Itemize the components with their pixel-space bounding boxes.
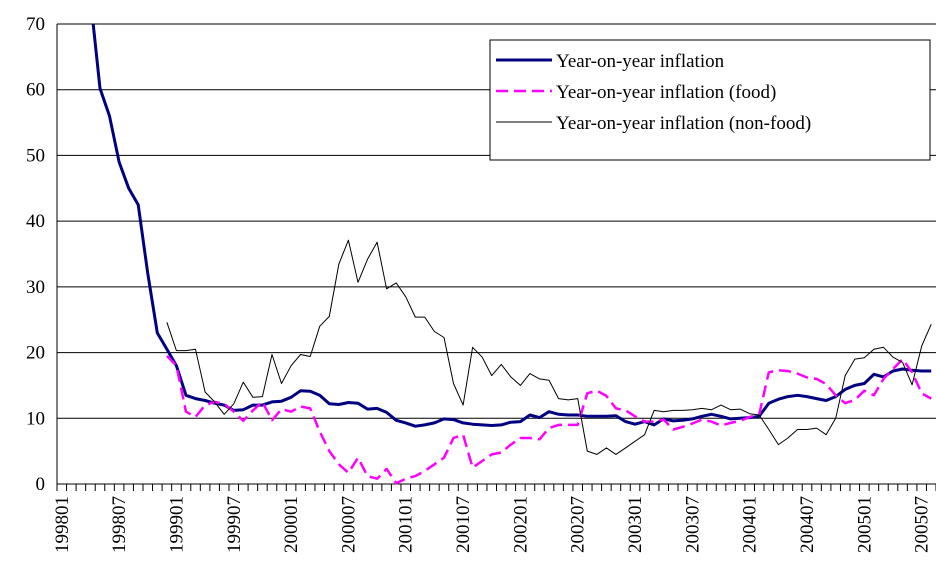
x-tick-label: 200001 — [281, 496, 302, 553]
y-tick-label: 30 — [26, 277, 45, 298]
series-line — [166, 355, 932, 485]
x-tick-label: 200007 — [338, 496, 359, 553]
x-tick-label: 200201 — [510, 496, 531, 553]
y-tick-label: 70 — [26, 14, 45, 35]
x-tick-label: 200101 — [396, 496, 417, 553]
y-tick-label: 40 — [26, 211, 45, 232]
x-tick-label: 200207 — [568, 496, 589, 553]
y-tick-label: 60 — [26, 80, 45, 101]
y-tick-label: 10 — [26, 408, 45, 429]
x-tick-label: 200501 — [854, 496, 875, 553]
x-tick-label: 199807 — [109, 496, 130, 553]
x-tick-label: 200107 — [453, 496, 474, 553]
legend-label: Year-on-year inflation (food) — [556, 82, 776, 103]
x-tick-label: 200407 — [797, 496, 818, 553]
y-tick-label: 0 — [36, 474, 46, 495]
plot-area — [91, 24, 932, 485]
x-tick-label: 200507 — [912, 496, 933, 553]
series-line — [166, 239, 932, 455]
x-tick-label: 200401 — [740, 496, 761, 553]
y-tick-label: 20 — [26, 343, 45, 364]
x-tick-label: 199901 — [166, 496, 187, 553]
legend-label: Year-on-year inflation — [556, 51, 725, 72]
x-tick-label: 200307 — [682, 496, 703, 553]
x-tick-label: 199907 — [224, 496, 245, 553]
legend-label: Year-on-year inflation (non-food) — [556, 113, 811, 134]
legend-box — [489, 39, 931, 161]
x-tick-label: 200301 — [625, 496, 646, 553]
y-tick-label: 50 — [26, 145, 45, 166]
x-tick-label: 199801 — [52, 496, 73, 553]
